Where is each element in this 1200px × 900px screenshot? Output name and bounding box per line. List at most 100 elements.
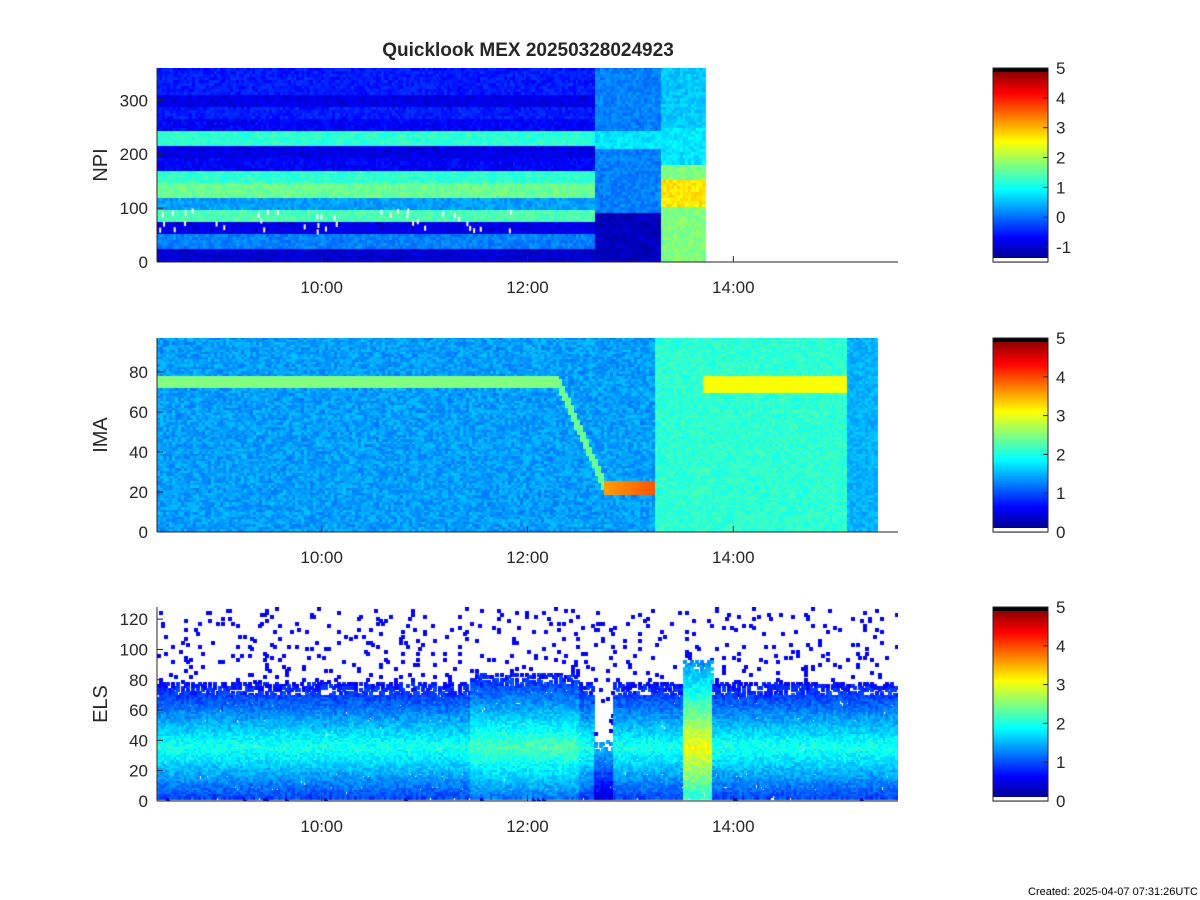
- colorbar-segment: [993, 736, 1048, 739]
- els-panel: 10:00 12:00 14:00 0 20 40 60 80 100 120 ELS: [90, 607, 898, 836]
- colorbar-segment: [993, 226, 1048, 229]
- colorbar-segment: [993, 84, 1048, 87]
- colorbar-segment: [993, 670, 1048, 673]
- colorbar-segment: [993, 394, 1048, 397]
- colorbar-segment: [993, 744, 1048, 747]
- ima-colorbar: 0 1 2 3 4 5: [992, 329, 1065, 542]
- colorbar-tick-label: -1: [1056, 238, 1071, 257]
- colorbar-segment: [993, 626, 1048, 629]
- colorbar-segment: [993, 506, 1048, 509]
- colorbar-segment: [993, 699, 1048, 702]
- colorbar-segment: [993, 229, 1048, 232]
- colorbar-segment: [993, 477, 1048, 480]
- colorbar-segment: [993, 124, 1048, 127]
- colorbar-segment: [993, 619, 1048, 623]
- colorbar-segment: [993, 426, 1048, 430]
- colorbar-segment: [993, 346, 1048, 349]
- colorbar-segment: [993, 502, 1048, 506]
- colorbar-segment: [993, 784, 1048, 788]
- colorbar-segment: [993, 402, 1048, 405]
- colorbar-segment: [993, 142, 1048, 145]
- colorbar-segment: [993, 152, 1048, 155]
- colorbar-segment: [993, 519, 1048, 522]
- colorbar-segment: [993, 462, 1048, 465]
- colorbar-segment: [993, 137, 1048, 140]
- npi-colorbar: -1 0 1 2 3 4 5: [992, 59, 1071, 263]
- colorbar-segment: [993, 169, 1048, 173]
- colorbar-segment: [993, 182, 1048, 185]
- colorbar-segment: [993, 520, 1048, 523]
- colorbar-segment: [993, 794, 1048, 797]
- colorbar-segment: [993, 428, 1048, 431]
- colorbar-frame: [992, 67, 1049, 263]
- x-tick-label: 10:00: [300, 278, 343, 297]
- colorbar-segment: [993, 410, 1048, 413]
- colorbar-segment: [993, 108, 1048, 111]
- colorbar-tick-label: 1: [1056, 178, 1065, 197]
- colorbar-segment: [993, 150, 1048, 153]
- colorbar-tick-label: 2: [1056, 714, 1065, 733]
- colorbar-segment: [993, 475, 1048, 478]
- colorbar-segment: [993, 616, 1048, 619]
- colorbar-segment: [993, 611, 1048, 615]
- colorbar-segment: [993, 707, 1048, 710]
- colorbar-segment: [993, 386, 1048, 389]
- colorbar-segment: [993, 207, 1048, 210]
- colorbar-segment: [993, 653, 1048, 657]
- colorbar-segment: [993, 762, 1048, 765]
- x-tick-label: 14:00: [712, 548, 755, 567]
- colorbar-segment: [993, 468, 1048, 472]
- colorbar-segment: [993, 223, 1048, 226]
- colorbar-segment: [993, 523, 1048, 527]
- colorbar-segment: [993, 422, 1048, 425]
- colorbar-segment: [993, 447, 1048, 451]
- colorbar-segment: [993, 165, 1048, 168]
- colorbar-segment: [993, 457, 1048, 460]
- colorbar-segment: [993, 74, 1048, 77]
- colorbar-segment: [993, 788, 1048, 791]
- colorbar-segment: [993, 710, 1048, 713]
- colorbar-segment: [993, 174, 1048, 177]
- colorbar-segment: [993, 415, 1048, 418]
- colorbar-segment: [993, 636, 1048, 639]
- colorbar-segment: [993, 378, 1048, 381]
- y-axis-label: IMA: [90, 417, 112, 453]
- colorbar-segment: [993, 449, 1048, 452]
- colorbar-segment: [993, 186, 1048, 189]
- colorbar-segment: [993, 734, 1048, 737]
- colorbar-segment: [993, 713, 1048, 716]
- colorbar-tick-label: 1: [1056, 753, 1065, 772]
- colorbar-segment: [993, 404, 1048, 407]
- colorbar-segment: [993, 623, 1048, 626]
- colorbar-frame: [992, 606, 1049, 802]
- colorbar-segment: [993, 496, 1048, 499]
- colorbar-segment: [993, 715, 1048, 718]
- colorbar-segment: [993, 232, 1048, 236]
- colorbar-segment: [993, 624, 1048, 627]
- colorbar-tick-label: 5: [1056, 329, 1065, 348]
- colorbar-segment: [993, 716, 1048, 720]
- colorbar-segment: [993, 363, 1048, 367]
- colorbar-segment: [993, 789, 1048, 792]
- colorbar-segment: [993, 786, 1048, 789]
- colorbar-segment: [993, 712, 1048, 715]
- colorbar-segment: [993, 720, 1048, 723]
- colorbar-segment: [993, 198, 1048, 202]
- colorbar-segment: [993, 126, 1048, 129]
- colorbar-segment: [993, 694, 1048, 697]
- colorbar-segment: [993, 413, 1048, 417]
- x-tick-label: 12:00: [506, 817, 549, 836]
- colorbar-segment: [993, 171, 1048, 174]
- colorbar-cap-bottom: [993, 258, 1048, 262]
- colorbar-segment: [993, 628, 1048, 631]
- colorbar-segment: [993, 92, 1048, 95]
- colorbar-segment: [993, 389, 1048, 392]
- colorbar-segment: [993, 110, 1048, 113]
- colorbar-segment: [993, 443, 1048, 446]
- colorbar-segment: [993, 139, 1048, 142]
- colorbar-segment: [993, 741, 1048, 744]
- colorbar-segment: [993, 417, 1048, 420]
- y-tick-label: 200: [120, 145, 148, 164]
- colorbar-segment: [993, 504, 1048, 507]
- colorbar-segment: [993, 792, 1048, 796]
